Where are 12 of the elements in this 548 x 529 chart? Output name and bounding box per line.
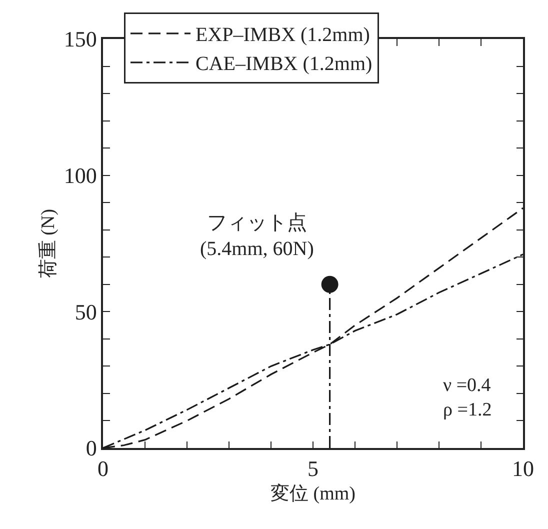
annotation: ν =0.4 ρ =1.2 (443, 375, 492, 421)
y-tick-label: 50 (74, 299, 97, 324)
x-axis-title: 変位 (mm) (270, 482, 356, 504)
y-tick-label: 150 (64, 26, 97, 52)
x-tick-label: 5 (308, 456, 318, 482)
annotation: フィット点 (5.4mm, 60N) (200, 212, 314, 260)
legend-label: CAE–IMBX (1.2mm) (196, 53, 372, 76)
legend-label: EXP–IMBX (1.2mm) (196, 24, 370, 46)
y-tick-label: 0 (86, 436, 97, 461)
y-axis-title: 荷重 (N) (38, 208, 60, 278)
x-tick-label: 10 (512, 456, 534, 482)
y-tick-label: 100 (64, 163, 97, 188)
